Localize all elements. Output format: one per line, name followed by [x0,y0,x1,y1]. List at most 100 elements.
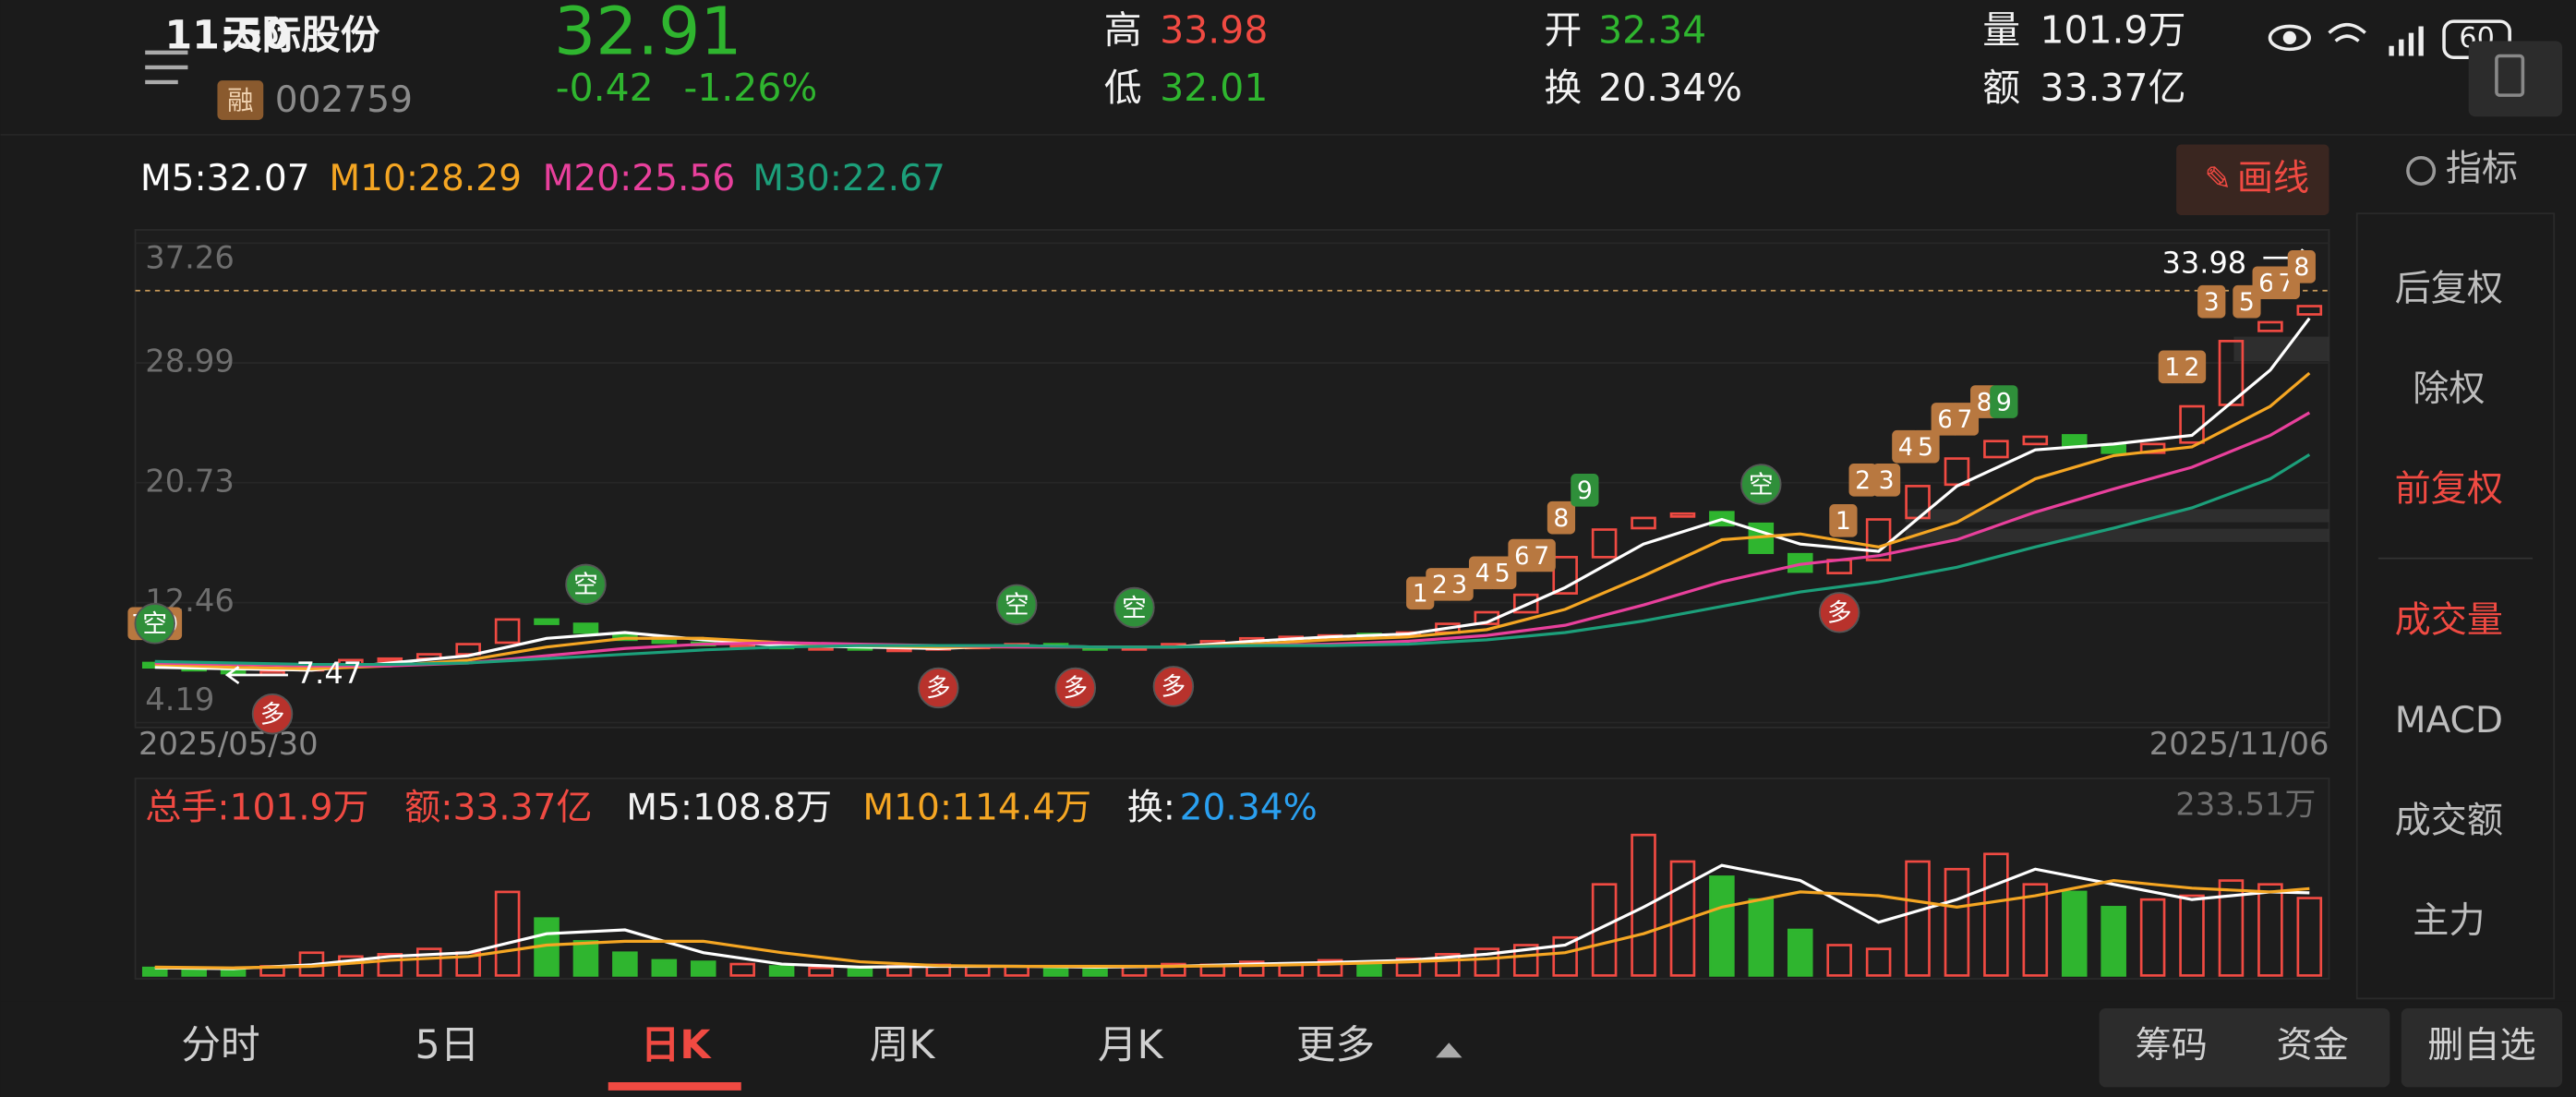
side-menu-item[interactable]: 主力 [2413,900,2485,942]
count-text: 6 [1514,542,1530,571]
volume-bar [1631,833,1656,977]
volume-bar [338,955,364,977]
icon-button[interactable] [2468,41,2563,117]
volume-bar [1983,852,2009,977]
count-tag [1848,464,1877,497]
status-icons [2268,19,2511,60]
count-text: 2 [1432,571,1448,599]
volume-bar [690,960,716,977]
count-text: 9 [1577,476,1593,505]
count-text: 5 [2239,288,2255,317]
volume-bar [1082,966,1108,977]
price: 32.91 [554,0,742,70]
tab[interactable]: 周K [870,1022,936,1068]
volume-bar [1042,966,1069,977]
volume-bar [494,890,521,977]
ma-legend: M5:32.07 [140,158,310,199]
more-arrow[interactable] [1436,1043,1463,1058]
side-menu-item[interactable]: 前复权 [2395,468,2503,510]
signal-text: 空 [1749,471,1774,500]
volume-bar [181,968,207,977]
count-text: 6 [1937,405,1953,434]
candle [572,622,599,634]
high: 33.98 [1160,8,1268,53]
icon-glyph [2495,54,2525,97]
signal-badge [251,693,294,735]
tab[interactable]: 5日 [415,1022,480,1068]
signal-text: 多 [1063,674,1088,703]
signal-badge [1054,667,1097,709]
price-panel [134,229,2330,729]
vol-ma-legend: M5:108.8万 [626,787,832,828]
y-tick-label: 4.19 [145,681,214,717]
count-text: 9 [1996,388,2012,416]
signal-text: 空 [573,571,598,599]
menu-icon[interactable] [145,50,188,85]
volume-bar [1826,944,1852,977]
count-text: 2 [1855,466,1871,495]
y-tick-label: 37.26 [145,239,235,275]
side-menu-item[interactable]: 后复权 [2395,268,2503,309]
min-label: 7.47 [296,656,362,691]
tab[interactable]: 更多 [1296,1022,1375,1068]
ma-line [154,317,2311,672]
count-text: 3 [1451,571,1467,599]
volume-bar [1905,860,1931,977]
volume-bar [729,962,755,977]
vol-ma-legend: M10:114.4万 [862,787,1091,828]
signal-text: 空 [1122,594,1147,622]
turnover-value: 20.34% [1180,787,1318,828]
draw-text: 画线 [2237,158,2309,199]
candle [1512,593,1539,614]
indicator-button[interactable]: 指标 [2446,148,2518,189]
amount-label: 额 [1982,66,2020,110]
candle [494,618,521,645]
side-menu-item[interactable]: 成交额 [2395,801,2503,842]
action-button[interactable]: 资金 [2277,1025,2349,1067]
volume-bar [1395,957,1422,977]
status-time: 11:50 [165,12,291,58]
volume-bar [1944,867,1970,977]
low: 32.01 [1160,66,1268,110]
side-menu-item[interactable]: MACD [2395,700,2503,741]
volume: 101.9万 [2040,8,2186,53]
volume-bar [2257,883,2283,977]
side-menu-item[interactable]: 除权 [2413,368,2485,410]
volume-bar [1317,958,1343,977]
tab[interactable]: 月K [1098,1022,1164,1068]
action-button[interactable]: 删自选 [2427,1025,2535,1067]
volume-bar [2296,897,2323,977]
volume-bar [651,958,678,977]
tab[interactable]: 日K [641,1022,713,1068]
candle [2257,320,2283,332]
tab[interactable]: 分时 [181,1022,259,1068]
volume-bar [768,965,795,977]
ma-line [154,452,2311,667]
signal-badge [918,667,959,709]
volume-stat: 额:33.37亿 [404,787,592,828]
count-tag [1527,538,1556,573]
candle [377,657,403,663]
ma-legend: M10:28.29 [329,158,522,199]
side-menu-item[interactable]: 成交量 [2395,600,2503,642]
count-tag [1872,464,1901,497]
y-tick-label: 20.73 [145,463,235,499]
volume-ma-line [154,863,2310,970]
action-button[interactable]: 筹码 [2136,1025,2208,1067]
count-text: 7 [1956,405,1972,434]
candle [1865,518,1892,561]
signal-badge [1740,464,1782,505]
x-tick-label: 2025/05/30 [138,726,319,762]
volume-bar [1709,875,1735,977]
volume-bar [808,966,834,977]
draw-button[interactable] [2176,144,2329,215]
volume-bar [2022,883,2049,977]
count-tag [1571,474,1599,507]
min-arrow [224,666,288,684]
support-band [1905,528,2329,542]
count-text: 8 [1553,504,1569,533]
open-label: 开 [1544,8,1582,53]
high-label: 高 [1104,8,1142,53]
signal-text: 空 [1005,591,1029,620]
